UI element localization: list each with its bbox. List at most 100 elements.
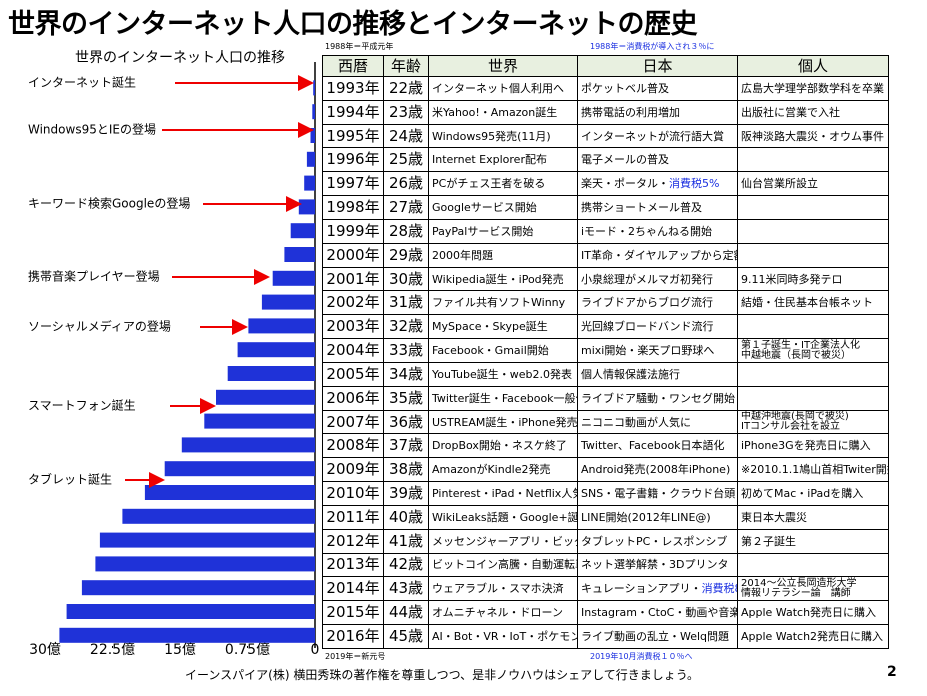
table-cell: 22歳 [383, 76, 429, 101]
table-cell: 43歳 [383, 576, 429, 602]
table-cell: 28歳 [383, 218, 429, 244]
table-cell: 2008年 [322, 433, 384, 459]
table-cell: Apple Watch発売日に購入 [737, 600, 889, 626]
table-cell: LINE開始(2012年LINE@) [577, 504, 738, 530]
annotation: インターネット誕生 [28, 76, 136, 90]
table-cell: 初めてMac・iPadを購入 [737, 481, 889, 506]
table-cell: 33歳 [383, 338, 429, 363]
bar [164, 461, 315, 477]
table-cell: キュレーションアプリ・消費税8% [577, 576, 738, 602]
table-row: 2013年 42歳 ビットコイン高騰・自動運転車 ネット選挙解禁・3Dプリンタ [322, 552, 889, 578]
table-row: 2015年44歳オムニチャネル・ドローンInstagram・CtoC・動画や音楽… [322, 600, 889, 626]
table-cell: 32歳 [383, 314, 429, 340]
header-cell: 年齢 [383, 55, 429, 77]
table-row: 1999年 28歳 PayPalサービス開始 iモード・2ちゃんねる開始 [322, 218, 889, 244]
header-cell: 日本 [577, 55, 738, 77]
bar [312, 104, 315, 120]
chart: 世界のインターネット人口の推移 30億 22.5億 15億 0.75億 0 インターネット… [28, 50, 319, 658]
bar [261, 294, 315, 310]
table-cell: 25歳 [383, 147, 429, 173]
table-cell: 2006年 [322, 385, 384, 411]
table-cell: PayPalサービス開始 [428, 218, 578, 244]
table-cell: ネット選挙解禁・3Dプリンタ [577, 552, 738, 578]
table-cell: 9.11米同時多発テロ [737, 266, 889, 292]
note: 1988年＝消費税が導入され３％に [590, 42, 715, 51]
table-cell: 2011年 [322, 504, 384, 530]
table-cell: AmazonがKindle2発売 [428, 457, 578, 483]
table-row: 1998年 27歳 Googleサービス開始 携帯ショートメール普及 [322, 195, 889, 220]
bar [290, 223, 315, 239]
table-cell: 携帯電話の利用増加 [577, 99, 738, 125]
table-cell: 23歳 [383, 99, 429, 125]
table-row: 2014年43歳ウェアラブル・スマホ決済キュレーションアプリ・消費税8%2014… [322, 576, 889, 602]
table-cell: 第１子誕生・IT企業法人化 中越地震（長岡で被災） [737, 338, 889, 363]
table-cell: 第２子誕生 [737, 528, 889, 554]
table-cell: YouTube誕生・web2.0発表 [428, 361, 578, 387]
header-cell: 世界 [428, 55, 578, 77]
table-row: 2006年 35歳 Twitter誕生・Facebook一般化 ライブドア騒動・ワンセ… [322, 385, 889, 411]
header-row: 西暦 年齢 世界 日本 個人 [322, 55, 889, 77]
slide-title: 世界のインターネット人口の推移とインターネットの歴史 [8, 9, 698, 40]
table-cell: 26歳 [383, 171, 429, 197]
table-cell: 44歳 [383, 600, 429, 626]
table-cell: ※2010.1.1鳩山首相Twiter開始 [737, 457, 889, 483]
table-cell: 広島大学理学部数学科を卒業 [737, 76, 889, 101]
table-cell [737, 385, 889, 411]
table-cell: 41歳 [383, 528, 429, 554]
table-cell: MySpace・Skype誕生 [428, 314, 578, 340]
table-cell: 39歳 [383, 481, 429, 506]
table-row: 2007年 36歳 USTREAM誕生・iPhone発売 ニコニコ動画が人気に 中越沖地… [322, 409, 889, 435]
x-tick-label: 15億 [164, 642, 196, 658]
annotation: ソーシャルメディアの登場 [28, 319, 171, 334]
table-cell: 阪神淡路大震災・オウム事件 [737, 123, 889, 149]
table-row: 2005年 34歳 YouTube誕生・web2.0発表 個人情報保護法施行 [322, 361, 889, 387]
table-row: 1995年 24歳 Windows95発売(11月) インターネットが流行語大賞 阪神淡… [322, 123, 889, 149]
note: 1988年＝平成元年 [325, 42, 394, 51]
table-cell: Instagram・CtoC・動画や音楽定額配信 [577, 600, 738, 626]
table-cell [737, 147, 889, 173]
table-cell: 24歳 [383, 123, 429, 149]
header-cell: 西暦 [322, 55, 384, 77]
table-cell: インターネットが流行語大賞 [577, 123, 738, 149]
cell-text: 消費税8% [701, 582, 737, 596]
cell-text: キュレーションアプリ・ [581, 582, 702, 596]
table-cell: 2014〜公立長岡造形大学 情報リテラシー論 講師 [737, 576, 889, 602]
table-cell: 出版社に営業で入社 [737, 99, 889, 125]
table-cell: 1994年 [322, 99, 384, 125]
table-row: 1996年 25歳 Internet Explorer配布 電子メールの普及 [322, 147, 889, 173]
bar [95, 556, 316, 572]
table-cell: 35歳 [383, 385, 429, 411]
table-cell: Windows95発売(11月) [428, 123, 578, 149]
bar [181, 437, 315, 453]
table-cell: ライブドア騒動・ワンセグ開始 [577, 385, 738, 411]
table-cell: 34歳 [383, 361, 429, 387]
table-cell: 1997年 [322, 171, 384, 197]
cell-text: 楽天・ポータル・ [581, 177, 669, 191]
table-row: 2010年 39歳 Pinterest・iPad・Netflix人気 SNS・電子書籍… [322, 481, 889, 506]
x-tick-label: 30億 [29, 642, 61, 658]
bar [144, 485, 315, 500]
table-cell [737, 195, 889, 220]
table-cell: 米Yahoo!・Amazon誕生 [428, 99, 578, 125]
bar [272, 270, 315, 286]
page-number: 2 [887, 664, 897, 680]
table-cell: WikiLeaks話題・Google+誕生 [428, 504, 578, 530]
table-cell: Pinterest・iPad・Netflix人気 [428, 481, 578, 506]
bar [204, 413, 315, 429]
footer: イーンスパイア(株) 横田秀珠の著作権を尊重しつつ、是非ノウハウはシェアして行き… [185, 668, 700, 682]
table-row: 2008年 37歳 DropBox開始・ネスケ終了 Twitter、Facebook日… [322, 433, 889, 459]
table-row: 2016年45歳AI・Bot・VR・IoT・ポケモンGOライブ動画の乱立・Wel… [322, 624, 889, 649]
table-cell: 2012年 [322, 528, 384, 554]
bar [66, 604, 315, 619]
table-cell: 2010年 [322, 481, 384, 506]
table-cell: 29歳 [383, 242, 429, 268]
bar [313, 80, 315, 96]
table-row: 2011年 40歳 WikiLeaks話題・Google+誕生 LINE開始(2012… [322, 504, 889, 530]
table-cell: 42歳 [383, 552, 429, 578]
table-row: 2004年 33歳 Facebook・Gmail開始 mixi開始・楽天プロ野球へ 第１… [322, 338, 889, 363]
table-cell: 光回線ブロードバンド流行 [577, 314, 738, 340]
table-cell: PCがチェス王者を破る [428, 171, 578, 197]
table-cell: 仙台営業所設立 [737, 171, 889, 197]
